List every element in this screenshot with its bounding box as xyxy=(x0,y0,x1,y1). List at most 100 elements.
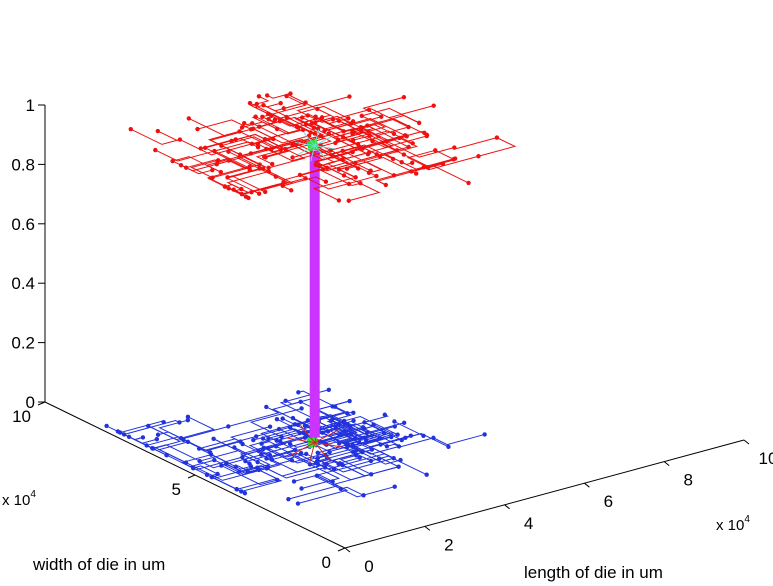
sink-point xyxy=(274,417,280,422)
x-tick xyxy=(584,482,590,488)
sink-point xyxy=(401,95,407,100)
tree-wire xyxy=(299,174,377,190)
sink-point xyxy=(300,127,306,132)
sink-point xyxy=(446,444,451,449)
tree-wire xyxy=(368,425,395,439)
sink-point xyxy=(226,149,231,154)
tree-wire xyxy=(342,144,394,160)
sink-point xyxy=(302,435,308,440)
sink-point xyxy=(240,454,245,460)
tree-wire xyxy=(197,119,252,130)
sink-point xyxy=(263,155,268,160)
sink-point xyxy=(251,437,256,443)
source-ray xyxy=(314,145,335,150)
sink-point xyxy=(184,165,189,170)
sink-point xyxy=(266,436,271,441)
tree-wire xyxy=(282,418,345,438)
tree-wire xyxy=(324,120,354,138)
source-ray xyxy=(314,442,331,462)
sink-point xyxy=(211,436,216,441)
tree-wire xyxy=(236,148,277,178)
tree-wire xyxy=(258,449,296,458)
tree-wire xyxy=(326,437,360,446)
tree-wire xyxy=(157,431,182,439)
tree-wire xyxy=(282,176,327,187)
tree-wire xyxy=(120,420,164,434)
tree-wire xyxy=(433,433,485,446)
sink-point xyxy=(264,404,269,410)
sink-point xyxy=(247,164,252,169)
source-ray xyxy=(314,429,339,444)
tree-wire xyxy=(180,416,216,439)
tree-wire xyxy=(454,137,498,150)
sink-point xyxy=(155,128,161,134)
tree-wire xyxy=(206,474,246,494)
x-tick xyxy=(344,547,351,553)
tree-wire xyxy=(146,436,211,453)
z-tick-label: 1 xyxy=(26,96,35,115)
sink-point xyxy=(195,126,200,132)
via-group xyxy=(309,150,320,438)
sink-point xyxy=(371,422,376,427)
tree-wire xyxy=(172,156,222,173)
source-ray xyxy=(303,131,316,146)
tree-wire xyxy=(360,126,407,142)
tree-wire xyxy=(344,422,405,437)
sink-point xyxy=(392,424,398,429)
tree-wire xyxy=(292,148,343,160)
sink-point xyxy=(232,445,237,450)
sink-point xyxy=(185,417,191,423)
sink-point xyxy=(298,450,304,456)
tree-wire xyxy=(152,446,187,464)
sink-point xyxy=(254,101,260,107)
sink-point xyxy=(330,479,335,484)
tree-wire xyxy=(206,166,250,195)
sink-point xyxy=(431,103,436,108)
tree-wire xyxy=(241,121,278,130)
sink-point xyxy=(452,145,457,150)
tree-wire xyxy=(368,435,411,459)
sink-point xyxy=(278,101,283,106)
tree-wire xyxy=(362,96,405,118)
y-tick-label: 0 xyxy=(322,553,331,572)
x-multiplier-exp: 4 xyxy=(744,514,750,525)
tree-wire xyxy=(328,420,345,429)
sink-point xyxy=(186,116,192,121)
tree-wire xyxy=(382,146,409,163)
tree-wire xyxy=(307,114,334,123)
tree-wire xyxy=(279,116,323,127)
tree-wire xyxy=(359,134,406,148)
x-tick-label: 4 xyxy=(524,514,533,533)
tree-wire xyxy=(344,423,375,441)
z-tick-label: 0.6 xyxy=(11,215,35,234)
x-tick-label: 6 xyxy=(604,492,613,511)
tree-wire xyxy=(299,166,345,176)
tree-wire xyxy=(242,445,277,468)
tree-wire xyxy=(336,437,356,444)
x-tick-label: 8 xyxy=(683,471,692,490)
sink-point xyxy=(274,438,279,443)
source-ray xyxy=(295,141,315,147)
tree-wire xyxy=(339,454,372,475)
tree-wire xyxy=(379,137,419,157)
tree-wire xyxy=(319,431,365,443)
sink-point xyxy=(313,162,318,168)
sink-point xyxy=(323,179,329,184)
sink-point xyxy=(327,450,332,455)
sink-point xyxy=(315,126,321,131)
source-ray xyxy=(314,129,320,146)
y-tick-label: 10 xyxy=(12,407,31,426)
tree-wire xyxy=(291,454,326,464)
sink-point xyxy=(330,154,335,159)
sink-point xyxy=(350,131,355,137)
tree-wire xyxy=(374,126,409,142)
tree-wire xyxy=(312,176,356,201)
sink-point xyxy=(219,143,224,148)
sink-point xyxy=(346,198,351,203)
tree-wire xyxy=(403,154,444,168)
sink-point xyxy=(331,466,337,472)
sink-point xyxy=(266,165,271,171)
sink-point xyxy=(333,140,338,146)
tree-wire xyxy=(379,455,427,476)
